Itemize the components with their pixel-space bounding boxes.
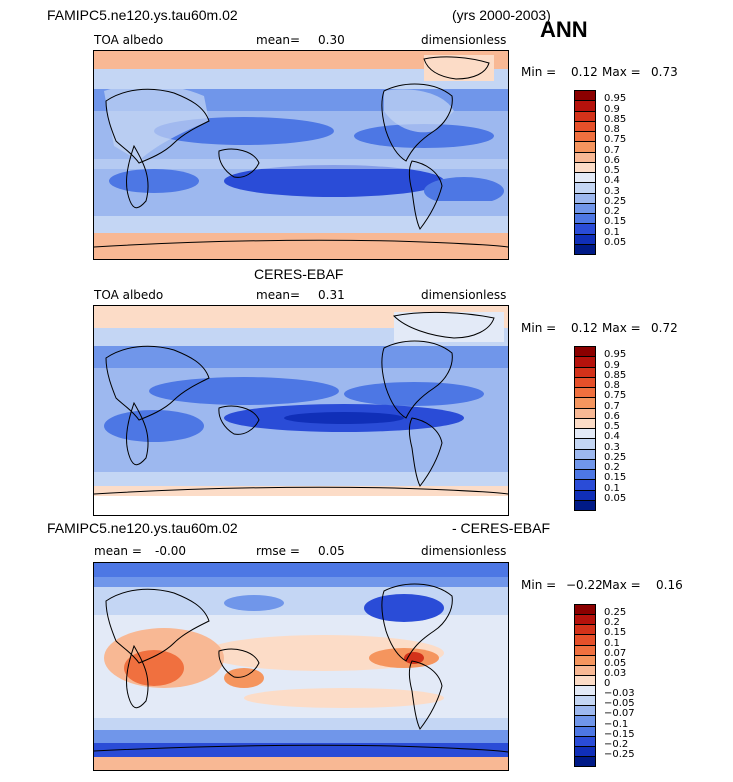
season-label: ANN (540, 17, 588, 42)
panel1-colorbar: 0.95 0.9 0.85 0.8 0.75 0.7 0.6 0.5 0.4 0.3 0.25 0.2… (574, 90, 654, 255)
panel2-colorbar: 0.95 0.9 0.85 0.8 0.75 0.7 0.6 0.5 0.4 0.3 0.25 0.2… (574, 346, 654, 511)
colorbar-label: 0.25 (604, 607, 627, 619)
panel3-title-right: - CERES-EBAF (452, 520, 551, 536)
panel2-field-label: TOA albedo (94, 288, 164, 302)
panel3-mean-value: -0.00 (155, 544, 187, 558)
colorbar-label: 0.15 (604, 627, 627, 639)
panel1-map (93, 50, 509, 260)
colorbar-label: 0.4 (604, 431, 620, 443)
colorbar-label: −0.1 (604, 718, 629, 730)
panel1-max-label: Max = (602, 65, 641, 79)
panel3-max-label: Max = (602, 578, 641, 592)
colorbar-swatch (574, 243, 596, 255)
colorbar-label: 0.2 (604, 462, 620, 473)
panel3-units: dimensionless (421, 544, 507, 558)
colorbar-label: 0.25 (604, 195, 627, 207)
colorbar-label: 0.85 (604, 113, 627, 125)
colorbar-label: 0.3 (604, 441, 620, 453)
colorbar-label: 0.5 (604, 421, 620, 432)
colorbar-label: 0.1 (604, 226, 620, 238)
colorbar-swatch (574, 755, 596, 767)
panel1-max-value: 0.73 (651, 65, 678, 79)
colorbar-label: 0.1 (604, 482, 620, 494)
panel1-field-label: TOA albedo (94, 33, 164, 47)
panel2-min-value: 0.12 (571, 321, 598, 335)
panel1-mean-value: 0.30 (318, 33, 345, 47)
colorbar-label: 0.95 (604, 93, 627, 105)
colorbar-label: 0.15 (604, 472, 627, 484)
panel2-title: CERES-EBAF (254, 266, 344, 282)
years-label: (yrs 2000-2003) (452, 7, 551, 23)
panel2-mean-value: 0.31 (318, 288, 345, 302)
colorbar-label: 0.6 (604, 410, 620, 422)
panel2-mean-label: mean= (256, 288, 301, 302)
colorbar-label: 0.95 (604, 349, 627, 361)
colorbar-label: 0.03 (604, 667, 627, 679)
colorbar-label: 0.2 (604, 206, 620, 217)
colorbar-label: 0.4 (604, 175, 620, 187)
panel1-min-label: Min = (521, 65, 557, 79)
panel2-map (93, 305, 509, 516)
colorbar-label: −0.15 (604, 728, 635, 740)
panel1-units: dimensionless (421, 33, 507, 47)
panel1-min-value: 0.12 (571, 65, 598, 79)
colorbar-label: 0.05 (604, 657, 627, 669)
colorbar-label: 0.3 (604, 185, 620, 197)
colorbar-label: 0.2 (604, 617, 620, 629)
colorbar-label: −0.05 (604, 698, 635, 710)
colorbar-label: 0.1 (604, 637, 620, 649)
colorbar-label: 0.8 (604, 380, 620, 391)
panel2-min-label: Min = (521, 321, 557, 335)
panel3-min-value: −0.22 (566, 578, 603, 592)
colorbar-label: 0 (604, 678, 611, 689)
colorbar-label: 0.05 (604, 236, 627, 248)
colorbar-label: 0.85 (604, 369, 627, 381)
run-title: FAMIPC5.ne120.ys.tau60m.02 (47, 7, 238, 23)
panel3-title-left: FAMIPC5.ne120.ys.tau60m.02 (47, 520, 238, 536)
colorbar-swatch (574, 499, 596, 511)
panel2-units: dimensionless (421, 288, 507, 302)
colorbar-label: −0.2 (604, 738, 629, 750)
colorbar-label: 0.7 (604, 400, 620, 412)
panel3-mean-label: mean = (94, 544, 142, 558)
colorbar-label: 0.75 (604, 390, 627, 402)
colorbar-label: 0.05 (604, 492, 627, 504)
panel2-max-value: 0.72 (651, 321, 678, 335)
colorbar-label: −0.07 (604, 708, 635, 720)
colorbar-label: −0.25 (604, 748, 635, 760)
colorbar-label: 0.5 (604, 165, 620, 176)
colorbar-label: 0.9 (604, 359, 620, 371)
panel3-map (93, 562, 509, 771)
colorbar-label: 0.75 (604, 134, 627, 146)
panel2-max-label: Max = (602, 321, 641, 335)
colorbar-label: 0.8 (604, 124, 620, 135)
colorbar-label: 0.25 (604, 451, 627, 463)
panel3-colorbar: 0.25 0.2 0.15 0.1 0.07 0.05 0.03 0 −0.03 −0.05 −0.… (574, 604, 654, 767)
colorbar-label: 0.15 (604, 216, 627, 228)
colorbar-label: 0.9 (604, 103, 620, 115)
panel3-rmse-label: rmse = (256, 544, 300, 558)
colorbar-label: −0.03 (604, 688, 635, 700)
panel3-min-label: Min = (521, 578, 557, 592)
colorbar-label: 0.6 (604, 154, 620, 166)
panel3-rmse-value: 0.05 (318, 544, 345, 558)
panel1-mean-label: mean= (256, 33, 301, 47)
colorbar-label: 0.07 (604, 647, 627, 659)
colorbar-label: 0.7 (604, 144, 620, 156)
panel3-max-value: 0.16 (656, 578, 683, 592)
